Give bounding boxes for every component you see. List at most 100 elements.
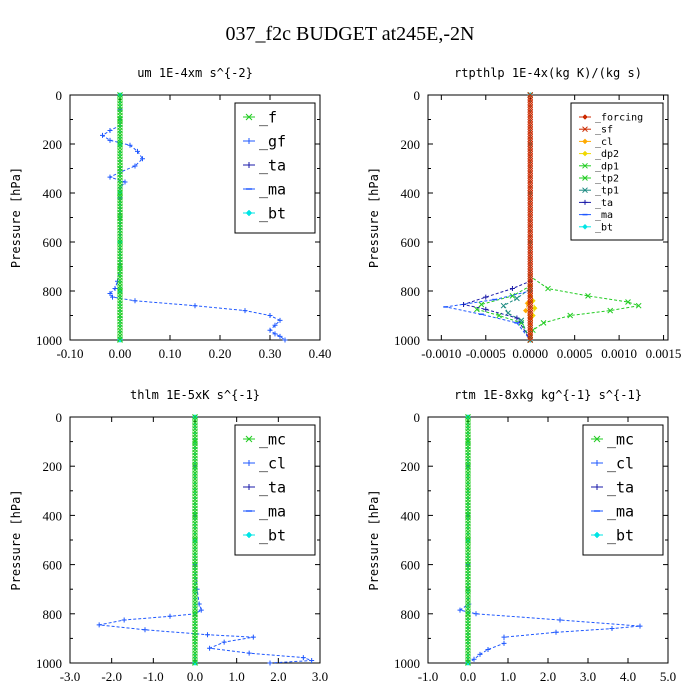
legend-label: _bt [607, 526, 634, 544]
legend-marker [582, 175, 588, 181]
data-point [142, 627, 148, 633]
data-point [635, 302, 642, 309]
data-point [545, 285, 551, 292]
data-point [514, 315, 520, 321]
data-point [198, 607, 204, 613]
data-point [522, 307, 529, 314]
zero-marker [527, 146, 534, 152]
zero-marker [527, 319, 534, 326]
zero-marker [527, 261, 534, 267]
data-point [609, 626, 615, 632]
y-axis-label: Pressure [hPa] [9, 489, 23, 590]
zero-marker [527, 226, 534, 233]
zero-marker [527, 221, 534, 228]
data-point [509, 293, 516, 299]
zero-line-markers [192, 414, 198, 665]
zero-line-markers [465, 414, 471, 665]
zero-line-markers [527, 92, 534, 343]
zero-marker [527, 121, 534, 128]
legend-label: _bt [595, 222, 613, 233]
y-axis-label: Pressure [hPa] [367, 167, 381, 268]
legend-label: _ta [259, 478, 286, 496]
zero-marker [527, 114, 534, 120]
data-point [625, 299, 631, 305]
zero-marker [527, 150, 534, 157]
zero-marker [527, 270, 534, 277]
chart-panel-3: thlm 1E-5xK s^{-1} Pressure [hPa] 0 200 400 6… [9, 388, 328, 684]
zero-marker [527, 297, 534, 304]
zero-marker [527, 143, 534, 150]
data-point [531, 305, 538, 312]
legend-label: _gf [259, 132, 286, 150]
legend-label: _dp1 [595, 161, 619, 172]
zero-marker [527, 305, 534, 312]
zero-marker [527, 180, 534, 187]
legend-marker [245, 531, 253, 539]
data-point [207, 645, 213, 651]
panel-title: um 1E-4xm s^{-2} [137, 66, 253, 80]
data-point [518, 319, 525, 326]
zero-marker [527, 256, 534, 263]
y-tick-label: 0 [56, 410, 63, 425]
zero-marker [527, 310, 534, 316]
zero-marker [527, 165, 534, 172]
zero-marker [527, 153, 534, 160]
legend-marker [246, 138, 252, 144]
legend-marker [245, 435, 253, 443]
data-point [107, 128, 113, 134]
zero-marker [527, 244, 534, 250]
y-tick-label: 600 [401, 558, 421, 573]
zero-marker [527, 214, 534, 221]
x-tick-label: 0.30 [259, 346, 282, 361]
zero-marker [527, 199, 534, 206]
data-point [272, 331, 278, 337]
x-tick-label: 5.0 [660, 669, 676, 684]
chart-panel-1: um 1E-4xm s^{-2} Pressure [hPa] 0 200 400 600… [9, 66, 331, 361]
zero-marker [527, 192, 534, 199]
y-tick-label: 400 [43, 508, 63, 523]
zero-marker [527, 258, 534, 265]
zero-marker [117, 336, 123, 342]
y-tick-label: 0 [56, 88, 63, 103]
y-tick-label: 200 [401, 137, 421, 152]
y-tick-label: 400 [43, 186, 63, 201]
data-point [127, 142, 133, 148]
data-point [637, 623, 643, 629]
zero-marker [527, 322, 534, 329]
zero-marker [527, 123, 534, 130]
zero-marker [527, 148, 534, 155]
zero-marker [527, 337, 534, 343]
x-tick-label: 3.0 [580, 669, 596, 684]
data-point [585, 293, 591, 299]
x-tick-label: 1.0 [229, 669, 245, 684]
zero-marker [527, 197, 534, 204]
panels: um 1E-4xm s^{-2} Pressure [hPa] 0 200 400 600… [9, 66, 681, 684]
x-tick-label: -1.0 [143, 669, 164, 684]
zero-marker [527, 119, 534, 125]
zero-marker [527, 253, 534, 260]
data-point [267, 327, 273, 333]
zero-marker [527, 104, 534, 111]
chart-panel-2: rtpthlp 1E-4x(kg K)/(kg s) Pressure [hPa]… [367, 66, 681, 361]
zero-marker [527, 111, 534, 118]
data-point [277, 317, 283, 323]
data-point [242, 308, 248, 314]
zero-marker [527, 116, 534, 123]
x-tick-label: 2.0 [540, 669, 556, 684]
legend-label: _ma [607, 502, 634, 520]
y-tick-label: 200 [43, 137, 63, 152]
data-point [132, 298, 138, 304]
zero-marker [527, 94, 534, 101]
zero-marker [527, 334, 534, 341]
zero-marker [527, 229, 534, 236]
legend-marker [245, 113, 253, 121]
y-tick-label: 600 [43, 235, 63, 250]
data-point [121, 617, 127, 623]
data-point [272, 322, 278, 328]
zero-marker [527, 109, 534, 116]
legend-marker [582, 126, 588, 133]
y-axis-label: Pressure [hPa] [367, 489, 381, 590]
data-point [110, 294, 115, 300]
panel-title: thlm 1E-5xK s^{-1} [130, 388, 260, 402]
